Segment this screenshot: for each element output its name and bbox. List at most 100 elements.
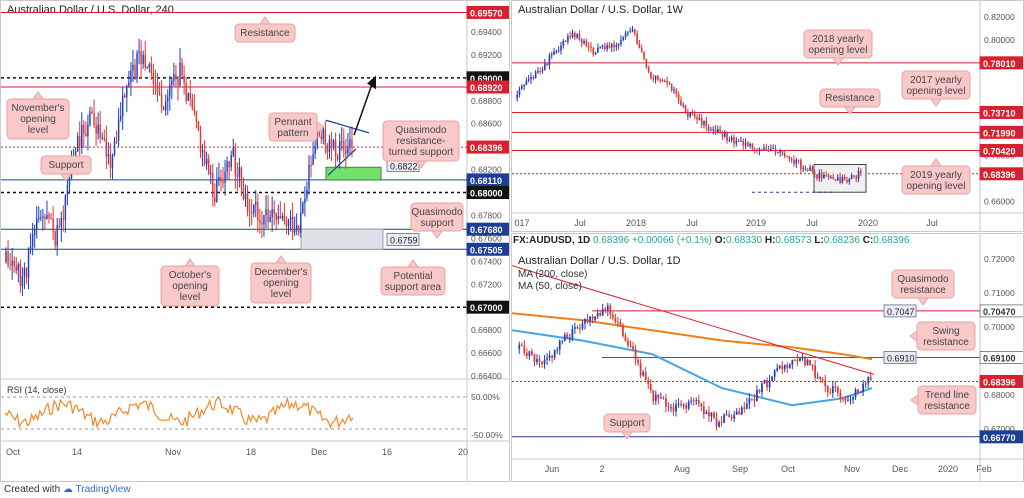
weekly-candle [539, 70, 542, 72]
h4-candle [326, 144, 329, 153]
daily-candle [730, 417, 733, 419]
weekly-candle [666, 81, 668, 83]
ohlc-readout: FX:AUDUSD, 1D 0.68396 +0.00066 (+0.1%) O… [513, 235, 910, 246]
daily-candle [685, 404, 688, 409]
weekly-candle [608, 45, 611, 48]
h4-price-tag-text: 0.68000 [470, 189, 503, 199]
h4-candle [228, 161, 230, 168]
daily-candle [786, 364, 789, 369]
h4-chart-svg[interactable]: 0.694000.692000.688000.686000.684000.682… [1, 1, 510, 482]
weekly-candle [848, 178, 851, 182]
weekly-candle [825, 174, 828, 176]
daily-candle [659, 397, 662, 399]
weekly-candle [698, 117, 701, 120]
h4-candle [224, 171, 226, 184]
h4-candle [293, 230, 296, 233]
footer-brand[interactable]: TradingView [75, 484, 131, 495]
weekly-candle [811, 167, 814, 173]
daily-candle [801, 357, 804, 359]
h4-y-tick-label: 0.67600 [471, 233, 502, 243]
h4-price-tag-bg [466, 242, 509, 256]
h4-candle [175, 73, 177, 79]
daily-candle [548, 355, 551, 359]
daily-callout-swing-text: Swing [932, 326, 959, 337]
weekly-chart-svg[interactable]: 0.820000.800000.780000.740000.720000.700… [512, 1, 1024, 232]
daily-candle [824, 380, 827, 387]
daily-candle [624, 336, 627, 341]
h4-candle [300, 212, 302, 233]
weekly-candle [613, 44, 615, 48]
daily-price-tag-bg [979, 351, 1023, 365]
h4-price-tag-text: 0.67000 [470, 303, 503, 313]
daily-candle [740, 407, 743, 415]
h4-price-tag-bg [466, 80, 509, 94]
daily-candle [723, 414, 725, 423]
weekly-candle [705, 120, 708, 127]
h4-candle [138, 51, 140, 54]
daily-callout-swing-pointer [909, 330, 918, 342]
weekly-chart-panel[interactable]: Australian Dollar / U.S. Dollar, 1W 0.82… [511, 0, 1024, 232]
daily-candle [705, 411, 708, 414]
weekly-price-tag: 0.73710 [979, 105, 1023, 119]
h4-candle [310, 164, 312, 166]
daily-candle [728, 414, 731, 418]
daily-y-tick-label: 0.68000 [984, 390, 1015, 400]
weekly-candle [806, 169, 809, 171]
ma50-legend: MA (50, close) [518, 281, 582, 292]
daily-price-tag-text: 0.68396 [983, 377, 1016, 387]
daily-candle [538, 359, 541, 362]
daily-box-label-bg [883, 351, 917, 365]
daily-candle [710, 412, 713, 417]
daily-chart-panel[interactable]: 0.720000.710000.700000.690000.680000.670… [511, 233, 1024, 482]
ohlc-close: 0.68396 [873, 235, 910, 246]
h4-candle [269, 216, 271, 222]
daily-candle [591, 316, 594, 320]
daily-candle [622, 325, 624, 337]
h4-y-tick-label: 0.66800 [471, 325, 502, 335]
weekly-candle [620, 39, 622, 44]
h4-candle [259, 220, 261, 223]
daily-x-tick-label: Feb [976, 464, 992, 474]
h4-price-tag: 0.69570 [466, 5, 509, 19]
weekly-candle [663, 81, 666, 83]
h4-y-tick-label: 0.68200 [471, 165, 502, 175]
h4-callout-novembers-opening-text: level [28, 125, 49, 136]
h4-y-tick-label: 0.69400 [471, 27, 502, 37]
h4-price-tag-bg [466, 300, 509, 314]
h4-candle [113, 140, 116, 155]
weekly-callout-2018-text: opening level [809, 45, 868, 56]
daily-candle [859, 392, 862, 394]
weekly-callout-2017-pointer [930, 98, 942, 107]
h4-candle [103, 137, 105, 139]
daily-candle [778, 365, 781, 369]
weekly-candle [597, 47, 599, 53]
daily-x-tick-label: Jun [545, 464, 560, 474]
weekly-candle [583, 40, 585, 44]
weekly-candle [841, 176, 844, 183]
h4-candle [218, 177, 220, 181]
h4-candle [46, 214, 48, 220]
h4-candle [314, 146, 316, 154]
daily-candle [568, 338, 571, 340]
daily-candle [806, 359, 809, 365]
weekly-candle [590, 46, 592, 49]
daily-candle [599, 313, 602, 316]
weekly-price-tag: 0.70420 [979, 143, 1023, 157]
daily-candle [854, 389, 857, 398]
weekly-price-tag-text: 0.78010 [983, 59, 1016, 69]
weekly-candle [793, 159, 795, 164]
h4-chart-panel[interactable]: Australian Dollar / U.S. Dollar, 240 0.6… [0, 0, 510, 482]
daily-candle [642, 372, 645, 376]
daily-candle [632, 346, 634, 350]
daily-candle [609, 305, 612, 315]
h4-candle [232, 147, 234, 156]
daily-candle [819, 376, 822, 380]
h4-candle [117, 119, 120, 141]
h4-candle [95, 125, 97, 134]
h4-callout-quasimodo-rts-text: turned support [389, 147, 454, 158]
h4-candle [324, 128, 327, 145]
h4-price-tag: 0.68920 [466, 80, 509, 94]
daily-chart-svg[interactable]: 0.720000.710000.700000.690000.680000.670… [512, 234, 1024, 482]
h4-x-tick-label: 18 [246, 447, 256, 457]
daily-candle [857, 389, 859, 393]
